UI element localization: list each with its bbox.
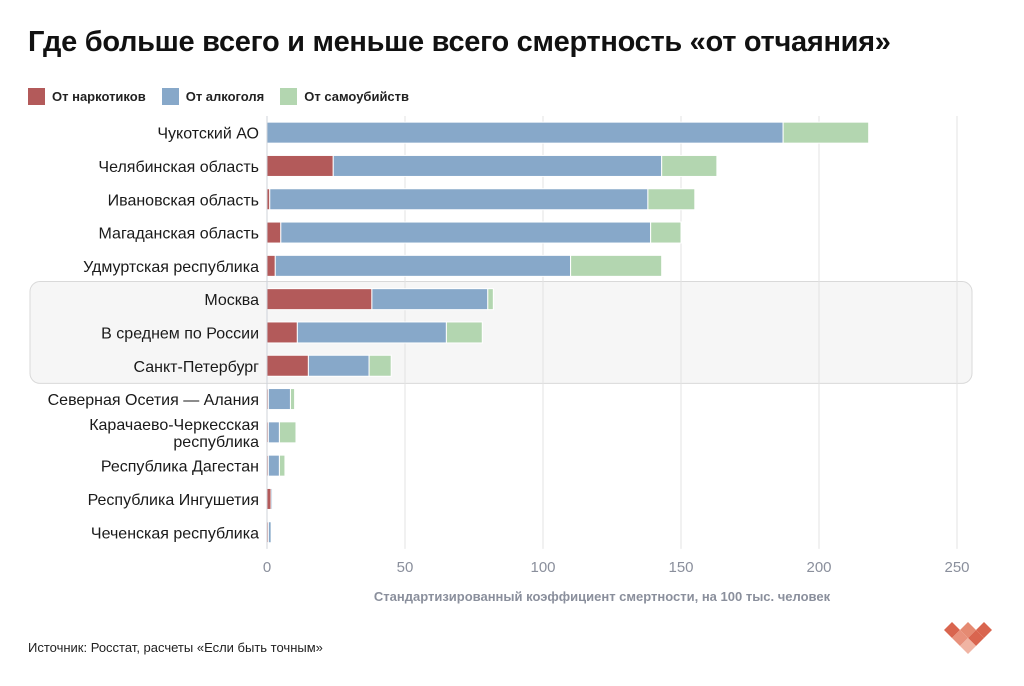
legend-label-suicide: От самоубийств — [304, 89, 410, 104]
bar-alcohol — [266, 121, 784, 144]
bar-alcohol — [332, 154, 663, 177]
bar-suicide — [487, 288, 494, 311]
bar-alcohol — [296, 321, 447, 344]
category-label: Республика Дагестан — [101, 459, 259, 476]
bar-alcohol — [267, 388, 291, 411]
category-label: Москва — [204, 292, 259, 309]
bar-drugs — [266, 487, 272, 510]
category-label: Карачаево-Черкесская — [89, 417, 259, 434]
category-label: Северная Осетия — Алания — [48, 392, 259, 409]
category-label: Ивановская область — [108, 192, 259, 209]
x-axis-label: Стандартизированный коэффициент смертнос… — [374, 589, 831, 604]
x-tick-label: 250 — [944, 559, 969, 576]
legend: От наркотиков От алкоголя От самоубийств — [28, 88, 409, 105]
x-tick-label: 50 — [397, 559, 414, 576]
category-label: Челябинская область — [98, 159, 259, 176]
bar-drugs — [266, 254, 276, 277]
highlight-box — [29, 281, 973, 384]
bar-suicide — [661, 154, 718, 177]
category-label: Санкт-Петербург — [134, 359, 260, 376]
bar-drugs — [266, 221, 282, 244]
bar-suicide — [278, 421, 297, 444]
legend-label-drugs: От наркотиков — [52, 89, 146, 104]
bar-suicide — [445, 321, 483, 344]
bar-alcohol — [267, 421, 280, 444]
bar-alcohol — [371, 288, 489, 311]
legend-item-drugs: От наркотиков — [28, 88, 146, 105]
bar-alcohol — [280, 221, 652, 244]
bar-alcohol — [307, 354, 370, 377]
bar-drugs — [266, 288, 373, 311]
legend-swatch-suicide — [280, 88, 298, 105]
x-tick-label: 150 — [668, 559, 693, 576]
x-tick-label: 0 — [263, 559, 271, 576]
bar-drugs — [266, 354, 309, 377]
legend-swatch-alcohol — [161, 88, 179, 105]
category-label: Республика Ингушетия — [88, 492, 259, 509]
bar-chart: Чукотский АО Челябинская область Ивановска… — [29, 116, 973, 604]
bar-suicide — [570, 254, 663, 277]
bar-drugs — [266, 321, 298, 344]
category-label: Удмуртская республика — [83, 259, 259, 276]
legend-swatch-drugs — [28, 88, 45, 105]
brand-logo-icon — [944, 622, 992, 654]
category-label: В среднем по России — [101, 325, 259, 342]
legend-item-suicide: От самоубийств — [280, 88, 409, 105]
bar-suicide — [278, 454, 286, 477]
legend-label-alcohol: От алкоголя — [185, 89, 265, 104]
category-label: Чеченская республика — [91, 525, 259, 542]
bar-suicide — [647, 188, 696, 211]
legend-item-alcohol: От алкоголя — [161, 88, 265, 105]
source-note: Источник: Росстат, расчеты «Если быть то… — [28, 640, 323, 655]
bar-suicide — [782, 121, 870, 144]
bar-alcohol — [270, 487, 274, 510]
bar-suicide — [650, 221, 682, 244]
bar-alcohol — [269, 188, 649, 211]
bar-alcohol — [274, 254, 572, 277]
category-label: республика — [173, 434, 259, 451]
x-tick-label: 100 — [530, 559, 555, 576]
x-tick-label: 200 — [806, 559, 831, 576]
bar-alcohol — [267, 521, 272, 544]
chart-title: Где больше всего и меньше всего смертнос… — [28, 26, 891, 58]
bar-drugs — [266, 154, 334, 177]
category-label: Магаданская область — [99, 226, 259, 243]
category-label: Чукотский АО — [157, 126, 259, 143]
bar-suicide — [368, 354, 392, 377]
bar-alcohol — [267, 454, 280, 477]
bar-suicide — [289, 388, 296, 411]
